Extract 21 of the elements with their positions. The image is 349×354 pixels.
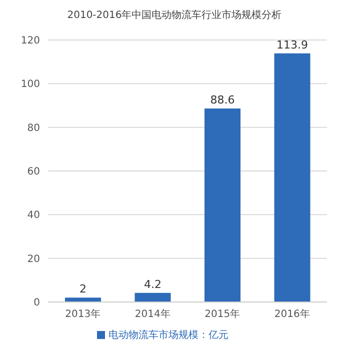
data-label: 88.6 <box>210 94 235 107</box>
y-tick-label: 60 <box>27 166 40 178</box>
bar <box>65 298 101 302</box>
x-tick-label: 2014年 <box>134 308 170 320</box>
y-tick-label: 100 <box>20 79 40 90</box>
data-label: 2 <box>80 282 86 296</box>
bar <box>134 292 171 302</box>
y-tick-label: 0 <box>34 298 40 309</box>
data-label: 4.2 <box>144 278 162 291</box>
y-tick-label: 120 <box>20 36 40 47</box>
x-tick-label: 2016年 <box>274 308 310 320</box>
y-tick-label: 20 <box>27 254 40 265</box>
chart-title: 2010-2016年中国电动物流车行业市场规模分析 <box>66 8 283 23</box>
x-tick-label: 2013年 <box>65 308 101 320</box>
y-tick-label: 80 <box>27 122 40 134</box>
x-tick-label: 2015年 <box>204 308 240 320</box>
data-label: 113.9 <box>276 38 308 52</box>
bar <box>204 108 240 302</box>
bar <box>274 53 310 302</box>
y-tick-label: 40 <box>27 210 40 222</box>
legend-label: 电动物流车市场规模：亿元 <box>108 330 228 341</box>
